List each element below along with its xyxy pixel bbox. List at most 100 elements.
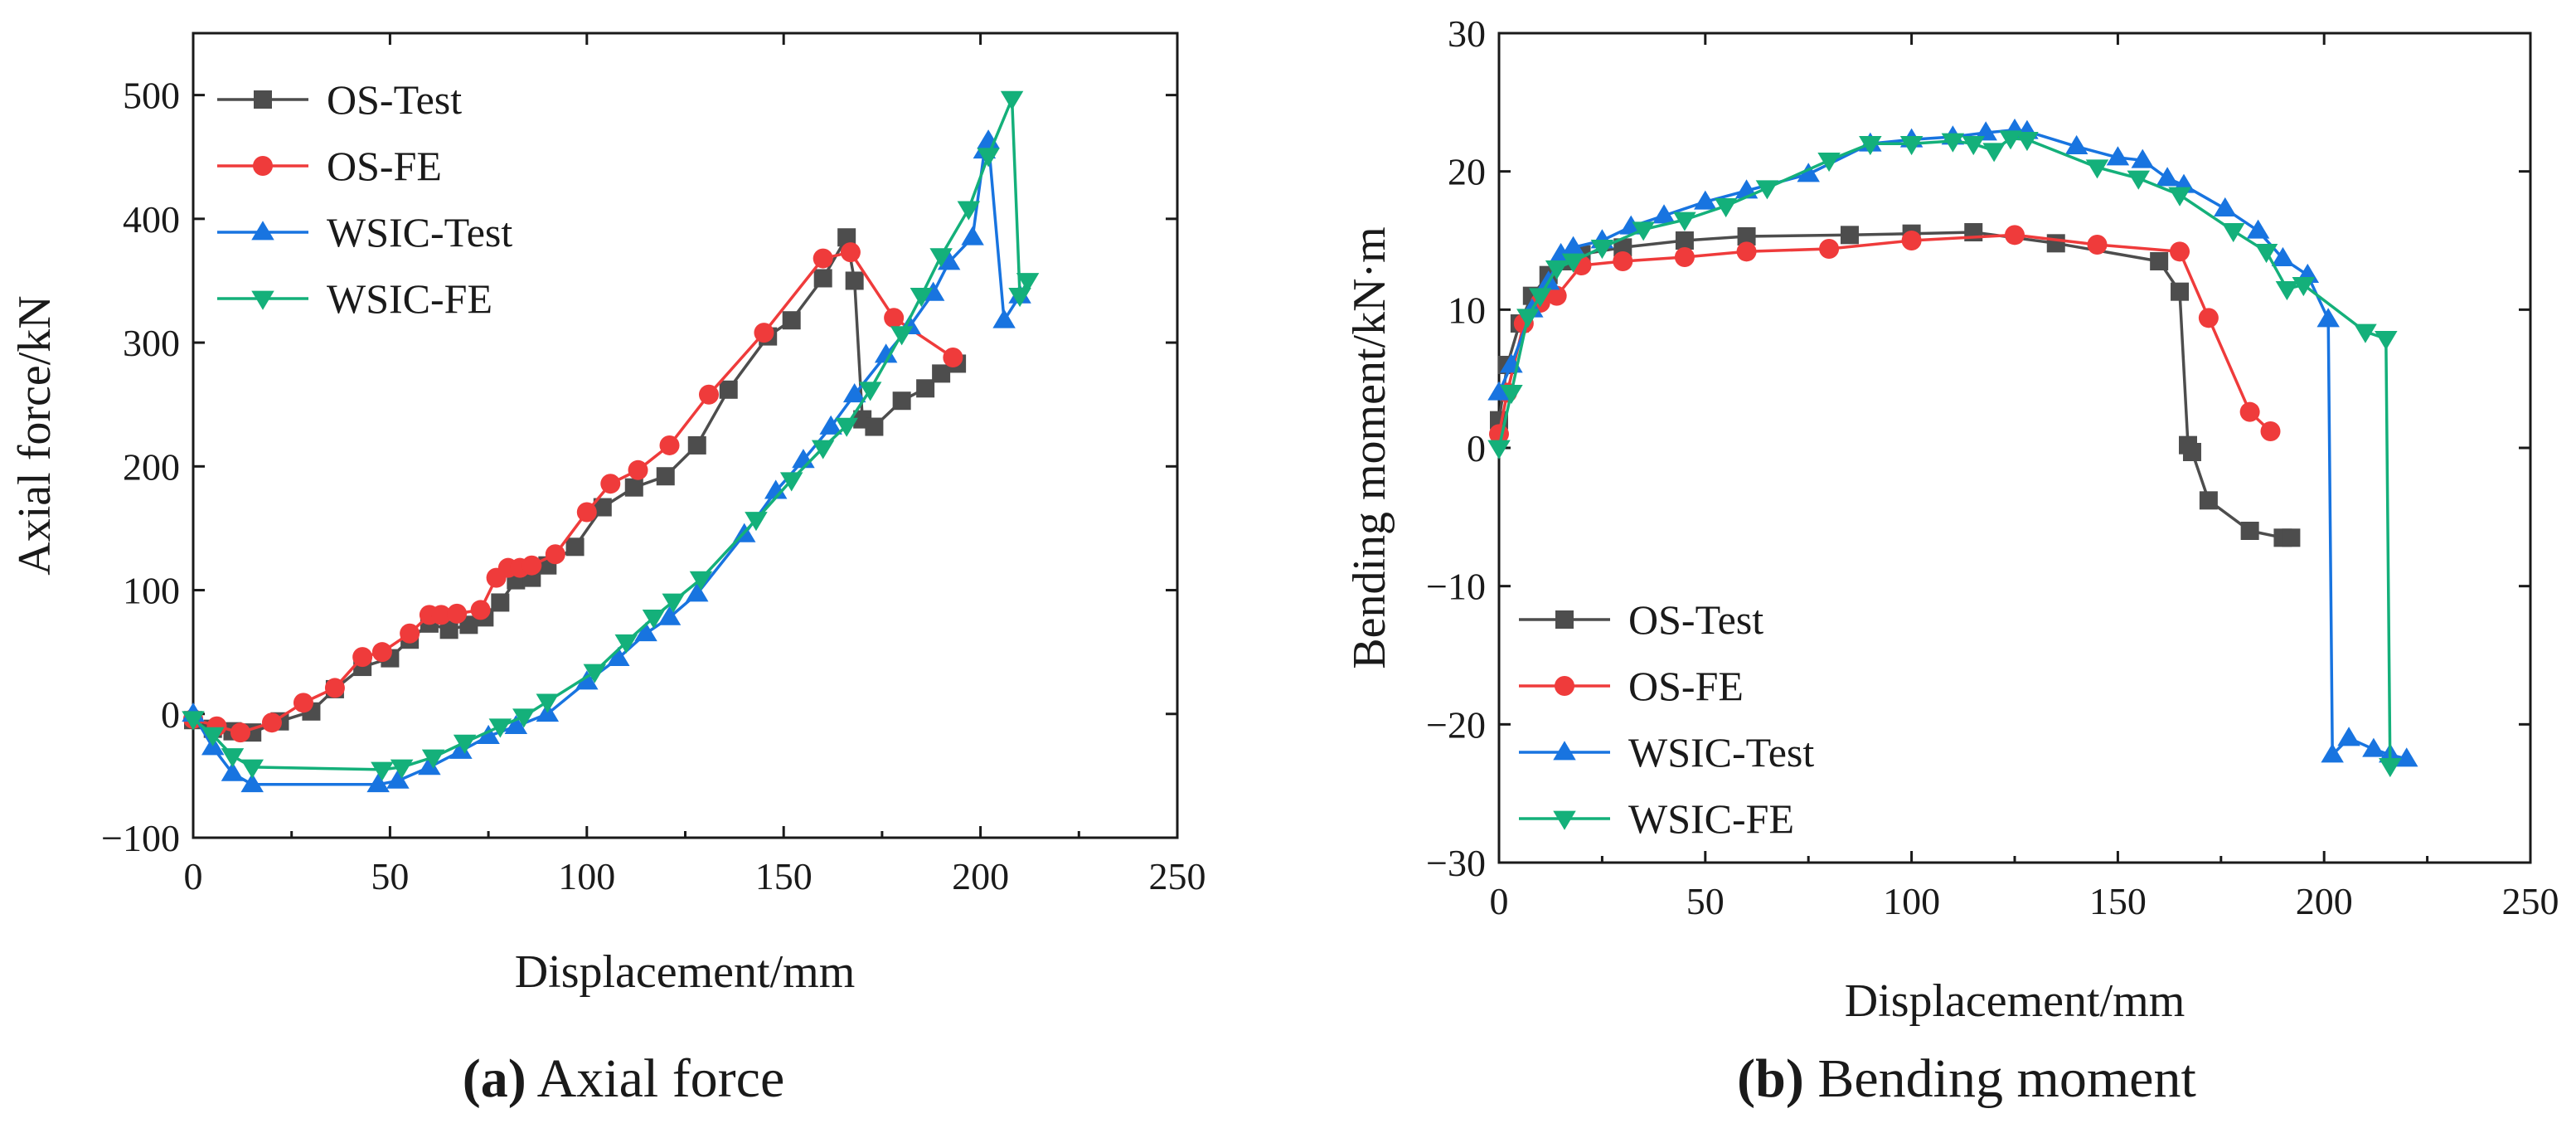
data-point	[2182, 443, 2201, 461]
caption-a-text	[526, 1048, 537, 1109]
data-point	[957, 201, 981, 221]
series-line	[1497, 231, 2292, 540]
y-tick-label: 300	[123, 322, 180, 364]
y-tick-label: 500	[123, 75, 180, 117]
series-wsic-fe	[1487, 130, 2402, 778]
data-point	[182, 711, 205, 731]
y-tick-label: −10	[1426, 566, 1486, 608]
data-point	[1755, 180, 1779, 200]
x-tick-label: 200	[952, 855, 1009, 897]
data-point	[2254, 243, 2278, 264]
data-point	[390, 759, 414, 779]
data-point	[2016, 131, 2039, 152]
series-line	[192, 250, 954, 734]
data-point	[1000, 90, 1024, 110]
legend-marker	[1555, 610, 1574, 629]
legend-label: WSIC-FE	[1628, 795, 1794, 842]
data-point	[1590, 239, 1614, 260]
data-point	[2292, 276, 2316, 297]
data-point	[2240, 522, 2259, 540]
data-point	[447, 603, 468, 624]
data-point	[366, 773, 390, 793]
y-tick-label: −30	[1426, 842, 1486, 884]
x-axis-label: Displacement/mm	[1845, 975, 2185, 1027]
data-point	[813, 269, 832, 288]
y-axis-label: Bending moment/kN·m	[1344, 226, 1395, 669]
data-point	[1974, 121, 1997, 141]
data-point	[992, 309, 1016, 328]
data-point	[687, 435, 706, 455]
data-point	[583, 664, 607, 683]
x-tick-label: 0	[1490, 880, 1509, 922]
x-tick-label: 200	[2296, 880, 2353, 922]
data-point	[1737, 227, 1756, 246]
data-point	[230, 722, 250, 743]
data-point	[1675, 231, 1694, 250]
data-point	[2085, 159, 2109, 179]
data-point	[576, 502, 597, 523]
data-point	[522, 555, 542, 576]
data-point	[1561, 236, 1585, 255]
data-point	[512, 708, 536, 728]
legend-item: OS-Test	[1519, 596, 1763, 643]
data-point	[1736, 241, 1757, 262]
data-point	[2131, 148, 2155, 168]
data-point	[2127, 170, 2151, 190]
caption-b-text	[1804, 1048, 1818, 1109]
data-point	[1982, 143, 2006, 163]
data-point	[2199, 491, 2218, 510]
data-point	[2260, 421, 2281, 441]
data-point	[662, 593, 686, 613]
series-wsic-test	[1487, 118, 2418, 767]
data-point	[1632, 221, 1655, 241]
data-point	[2316, 308, 2340, 328]
legend-item: WSIC-FE	[217, 275, 492, 322]
data-point	[2064, 134, 2088, 155]
y-tick-label: 400	[123, 198, 180, 241]
data-point	[386, 769, 410, 789]
legend-item: WSIC-Test	[217, 209, 512, 255]
legend-item: WSIC-Test	[1519, 729, 1814, 776]
y-tick-label: 100	[123, 570, 180, 612]
x-axis-label: Displacement/mm	[515, 946, 856, 998]
data-point	[1016, 273, 1040, 293]
series-wsic-fe	[182, 90, 1040, 781]
y-tick-label: 20	[1448, 151, 1486, 193]
y-tick-label: −100	[101, 817, 180, 859]
data-point	[858, 382, 882, 401]
data-point	[685, 582, 709, 602]
x-tick-label: 100	[558, 855, 615, 897]
data-point	[910, 288, 934, 308]
x-tick-label: 250	[2502, 880, 2559, 922]
data-point	[1529, 288, 1552, 308]
data-point	[453, 734, 477, 754]
legend: OS-Test OS-FE WSIC-Test WSIC-FE	[1519, 596, 1814, 842]
data-point	[1797, 163, 1820, 182]
data-point	[565, 537, 585, 557]
data-point	[764, 479, 788, 499]
data-point	[890, 326, 914, 346]
data-point	[2046, 234, 2065, 253]
panel-bending-moment: 0 50 100 150 200 250 −30 −20 −10 0 10 20 30 Displacem…	[1344, 12, 2559, 1027]
data-point	[811, 440, 835, 459]
data-point	[628, 459, 648, 480]
data-point	[2321, 743, 2344, 763]
y-tick-label: 200	[123, 445, 180, 488]
data-point	[240, 773, 264, 793]
data-point	[221, 748, 245, 768]
data-point	[1674, 247, 1695, 267]
x-tick-label: 50	[1686, 880, 1725, 922]
data-point	[2170, 241, 2190, 262]
data-point	[2150, 252, 2169, 270]
data-point	[1546, 285, 1567, 306]
data-point	[536, 693, 560, 713]
legend-label: WSIC-Test	[1628, 729, 1814, 776]
data-point	[656, 467, 675, 486]
legend-label: WSIC-Test	[327, 209, 512, 255]
data-point	[600, 474, 621, 494]
data-point	[624, 478, 643, 497]
data-point	[1901, 231, 1922, 250]
x-tick-label: 250	[1149, 855, 1206, 897]
data-point	[545, 544, 565, 565]
data-point	[1500, 384, 1523, 405]
